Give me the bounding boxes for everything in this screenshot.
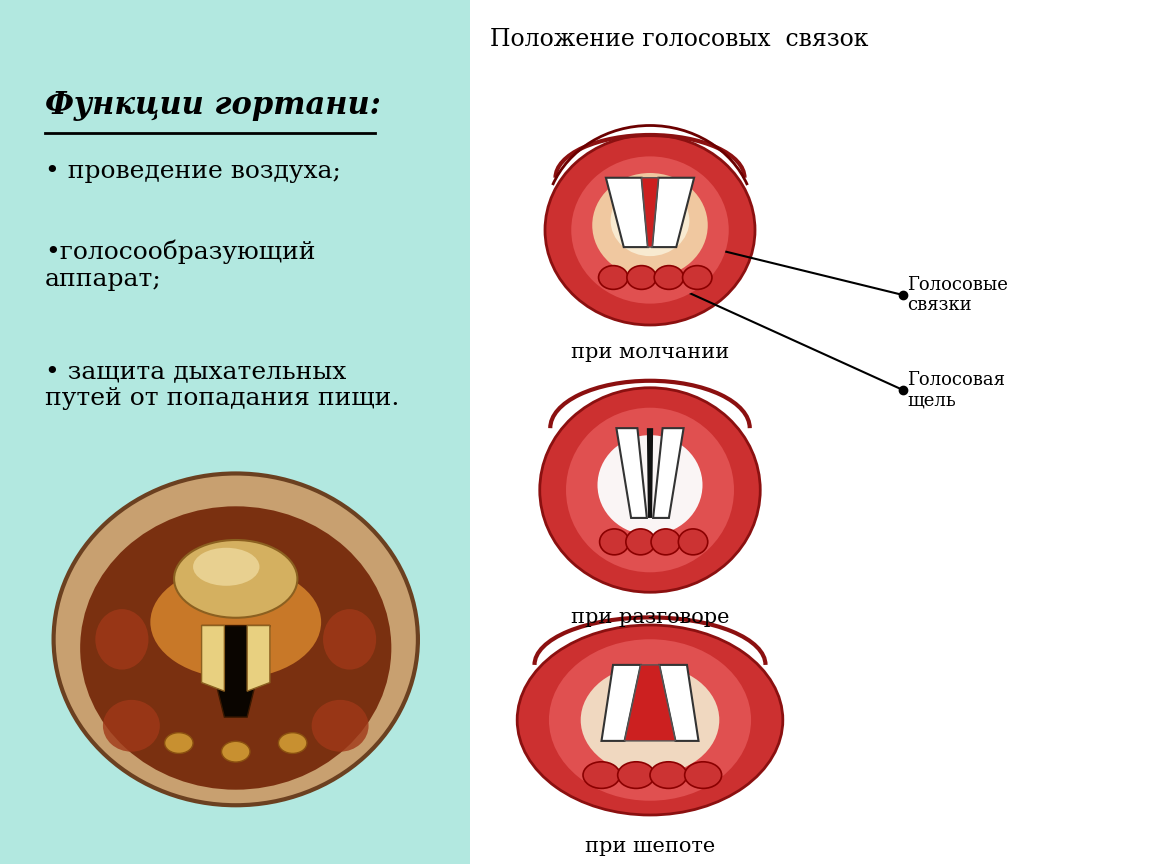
Polygon shape [646,429,653,518]
Circle shape [54,473,417,805]
Ellipse shape [618,762,654,789]
Text: при разговоре: при разговоре [570,607,729,626]
Ellipse shape [174,540,298,618]
Ellipse shape [627,265,657,289]
Polygon shape [653,429,683,518]
Polygon shape [601,665,641,741]
Ellipse shape [323,609,376,670]
Text: при молчании: при молчании [570,343,729,362]
Ellipse shape [95,609,148,670]
Ellipse shape [598,435,703,535]
Ellipse shape [654,265,683,289]
Text: •голосообразующий
аппарат;: •голосообразующий аппарат; [45,240,315,291]
Ellipse shape [626,529,655,555]
Ellipse shape [102,700,160,752]
Ellipse shape [222,741,250,762]
Text: Голосовая
щель: Голосовая щель [907,371,1005,410]
Circle shape [81,506,391,790]
Ellipse shape [592,173,707,277]
Polygon shape [606,178,647,247]
Ellipse shape [278,733,307,753]
FancyBboxPatch shape [470,0,1150,864]
Ellipse shape [312,700,369,752]
Polygon shape [616,429,646,518]
Polygon shape [624,665,675,741]
Ellipse shape [572,156,729,303]
Polygon shape [642,178,659,247]
Ellipse shape [581,665,719,775]
Ellipse shape [518,625,783,815]
Ellipse shape [611,185,689,256]
Ellipse shape [549,639,751,801]
Ellipse shape [651,529,681,555]
Ellipse shape [545,135,756,325]
Polygon shape [659,665,698,741]
Ellipse shape [583,762,620,789]
Text: Функции гортани:: Функции гортани: [45,90,381,121]
Ellipse shape [164,733,193,753]
Ellipse shape [683,265,712,289]
Polygon shape [201,626,224,691]
Ellipse shape [650,762,687,789]
Ellipse shape [151,566,321,678]
Text: при шепоте: при шепоте [585,837,715,856]
Ellipse shape [599,529,629,555]
Text: Голосовые
связки: Голосовые связки [907,276,1007,314]
Polygon shape [201,626,270,717]
Text: Положение голосовых  связок: Положение голосовых связок [490,28,868,51]
Polygon shape [652,178,695,247]
Ellipse shape [598,265,628,289]
Ellipse shape [684,762,721,789]
Text: • защита дыхательных
путей от попадания пищи.: • защита дыхательных путей от попадания … [45,360,399,410]
Polygon shape [247,626,270,691]
Ellipse shape [193,548,260,586]
Ellipse shape [539,388,760,592]
Text: • проведение воздуха;: • проведение воздуха; [45,160,340,183]
Ellipse shape [566,408,734,572]
Ellipse shape [678,529,707,555]
